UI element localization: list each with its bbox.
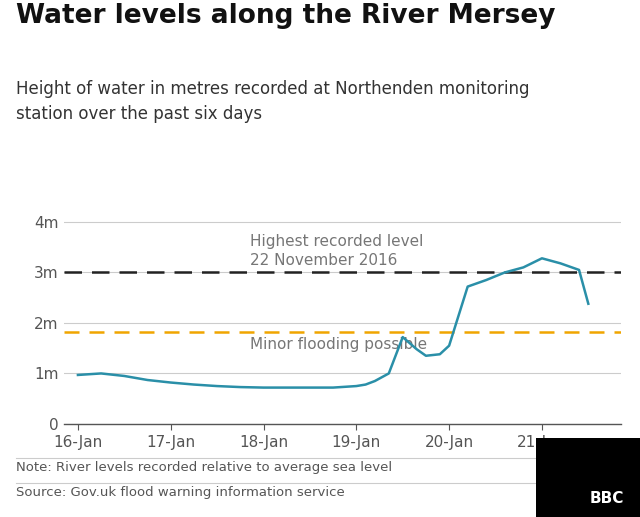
Text: BBC: BBC xyxy=(589,491,624,507)
Text: Highest recorded level
22 November 2016: Highest recorded level 22 November 2016 xyxy=(250,234,423,268)
Text: Height of water in metres recorded at Northenden monitoring
station over the pas: Height of water in metres recorded at No… xyxy=(16,80,529,123)
Text: Water levels along the River Mersey: Water levels along the River Mersey xyxy=(16,3,556,28)
Text: Note: River levels recorded relative to average sea level: Note: River levels recorded relative to … xyxy=(16,461,392,474)
Text: Minor flooding possible: Minor flooding possible xyxy=(250,337,427,352)
Text: Source: Gov.uk flood warning information service: Source: Gov.uk flood warning information… xyxy=(16,486,345,499)
